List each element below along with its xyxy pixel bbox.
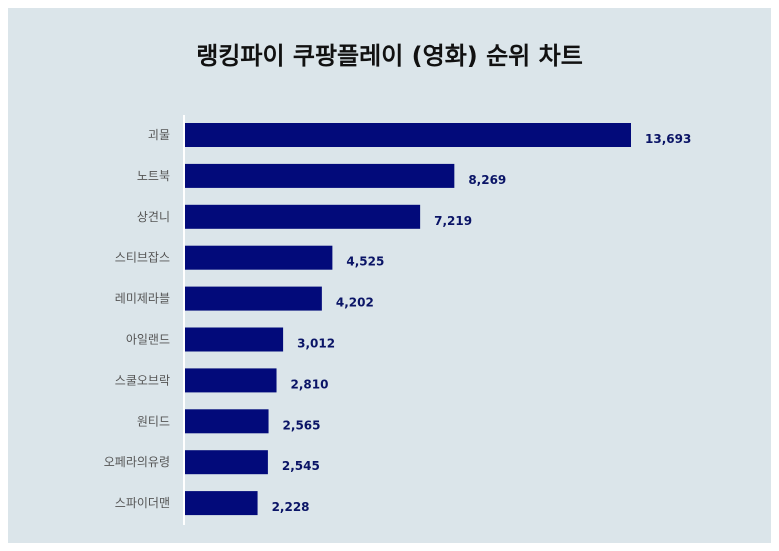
bar-8 [185, 450, 268, 475]
value-label: 2,545 [282, 459, 320, 473]
value-label: 4,202 [336, 296, 374, 310]
value-label: 2,565 [283, 418, 321, 432]
category-label: 괴물 [148, 128, 170, 142]
category-label: 레미제라블 [115, 292, 170, 306]
value-label: 7,219 [434, 214, 472, 228]
category-label: 상견니 [137, 210, 170, 224]
bar-5 [185, 327, 284, 352]
bar-6 [185, 368, 277, 393]
bar-3 [185, 245, 333, 270]
value-label: 3,012 [297, 337, 335, 351]
value-label: 4,525 [346, 255, 384, 269]
bar-9 [185, 491, 258, 516]
bar-0 [185, 123, 631, 147]
category-label: 노트북 [137, 169, 170, 183]
bar-7 [185, 409, 269, 434]
value-label: 8,269 [468, 173, 506, 187]
bar-2 [185, 204, 421, 229]
category-label: 스쿨오브락 [115, 373, 170, 387]
value-label: 13,693 [645, 132, 691, 146]
bar-4 [185, 286, 322, 311]
category-label: 스파이더맨 [115, 496, 170, 510]
bar-1 [185, 163, 455, 188]
value-label: 2,228 [272, 500, 310, 514]
chart-title: 랭킹파이 쿠팡플레이 (영화) 순위 차트 [196, 42, 583, 70]
category-label: 오페라의유령 [104, 455, 170, 469]
value-label: 2,810 [291, 377, 329, 391]
category-label: 원티드 [137, 414, 170, 428]
category-label: 아일랜드 [126, 333, 170, 347]
chart-background [8, 8, 771, 543]
category-label: 스티브잡스 [115, 251, 170, 265]
